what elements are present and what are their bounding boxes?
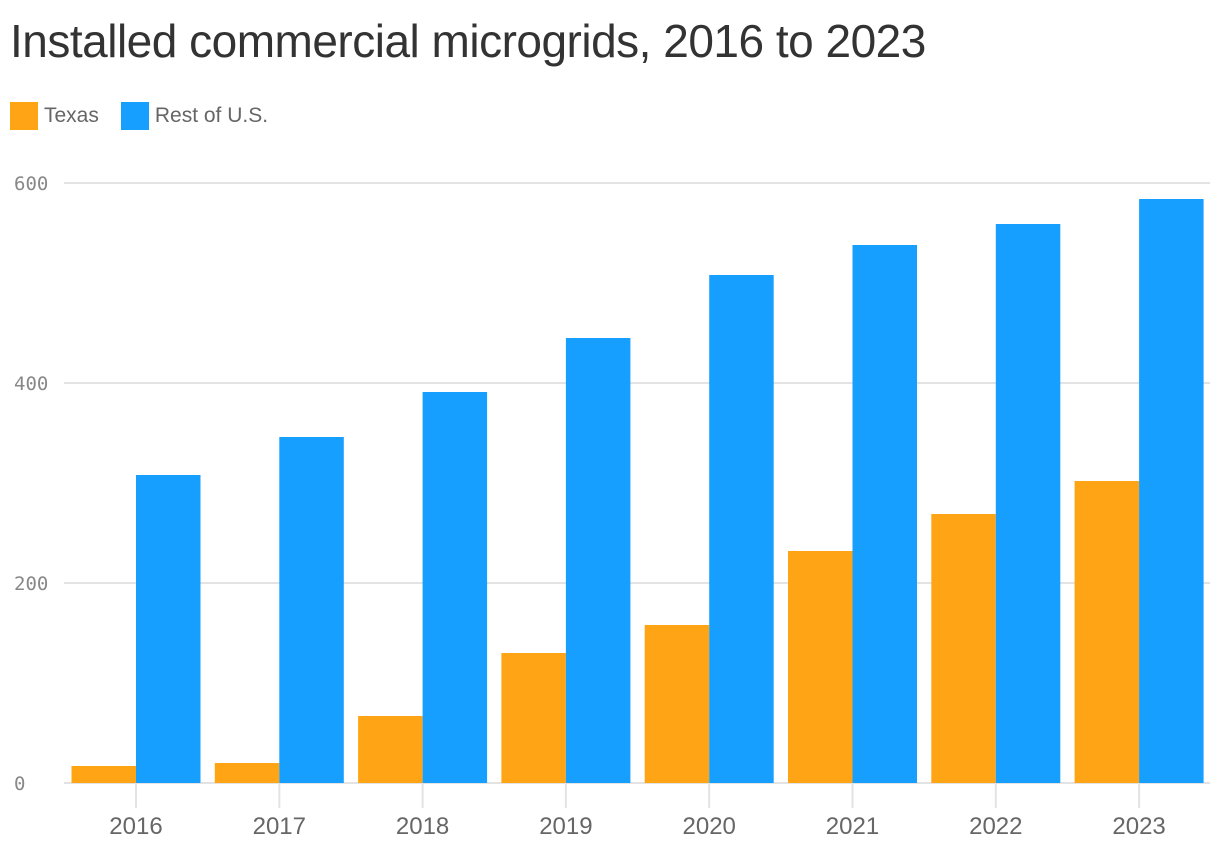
bar-texas-2018 xyxy=(358,716,423,783)
chart-title: Installed commercial microgrids, 2016 to… xyxy=(10,15,926,67)
y-tick-label: 0 xyxy=(14,773,25,795)
bar-rest-of-us-2019 xyxy=(565,338,631,783)
y-tick-label: 400 xyxy=(14,373,48,395)
bar-rest-of-us-2017 xyxy=(279,437,344,783)
x-tick-label: 2018 xyxy=(396,813,449,840)
bar-texas-2017 xyxy=(214,763,280,783)
legend-label-texas: Texas xyxy=(44,104,99,127)
legend-swatch-rest-of-us xyxy=(120,102,149,130)
y-tick-label: 600 xyxy=(14,173,48,195)
bar-texas-2023 xyxy=(1074,481,1140,783)
bar-texas-2019 xyxy=(501,653,566,783)
bar-rest-of-us-2020 xyxy=(709,275,774,783)
legend: Texas Rest of U.S. xyxy=(10,102,268,130)
y-tick-label: 200 xyxy=(14,573,48,595)
x-tick-label: 2021 xyxy=(826,813,879,840)
x-tick-label: 2023 xyxy=(1112,813,1165,840)
bar-texas-2020 xyxy=(644,625,710,783)
bar-rest-of-us-2022 xyxy=(995,224,1061,783)
legend-swatch-texas xyxy=(10,102,38,130)
legend-item-texas: Texas xyxy=(10,102,99,130)
bar-rest-of-us-2023 xyxy=(1139,199,1204,783)
legend-item-rest-of-us: Rest of U.S. xyxy=(120,102,269,130)
bar-rest-of-us-2021 xyxy=(852,245,917,783)
bar-rest-of-us-2018 xyxy=(422,392,488,783)
x-tick-label: 2017 xyxy=(253,813,306,840)
bar-texas-2016 xyxy=(71,766,136,783)
bar-texas-2022 xyxy=(931,514,996,783)
x-tick-label: 2020 xyxy=(683,813,736,840)
bar-texas-2021 xyxy=(788,551,853,783)
x-tick-label: 2022 xyxy=(969,813,1022,840)
x-tick-label: 2016 xyxy=(109,813,162,840)
bar-rest-of-us-2016 xyxy=(136,475,201,783)
x-tick-label: 2019 xyxy=(539,813,592,840)
legend-label-rest-of-us: Rest of U.S. xyxy=(154,104,269,127)
